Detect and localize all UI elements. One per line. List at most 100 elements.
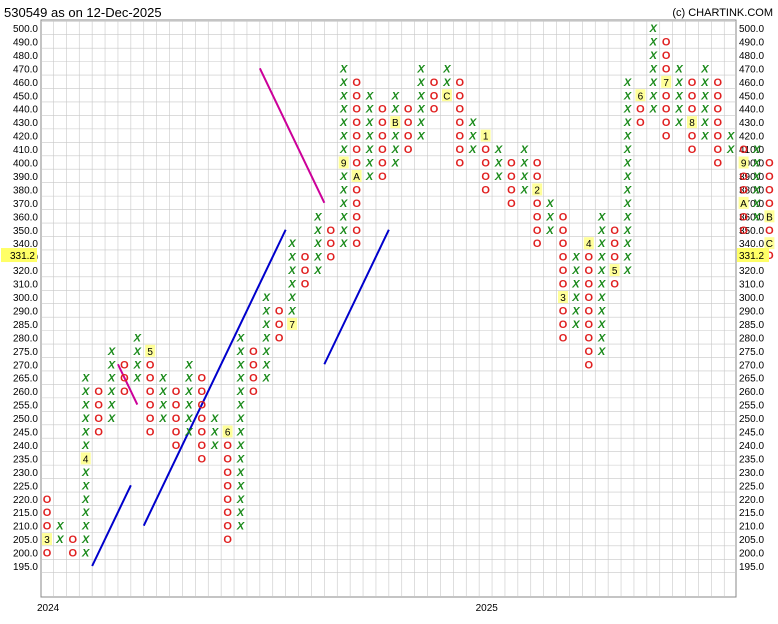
y-tick-label-left: 280.0 <box>13 333 38 344</box>
box-o: O <box>249 373 258 385</box>
box-x: X <box>339 77 348 89</box>
y-tick-label-right: 440.0 <box>739 105 764 116</box>
box-x: X <box>391 144 400 156</box>
month-marker-bg <box>764 210 775 223</box>
y-tick-label-right: 225.0 <box>739 481 764 492</box>
box-x: X <box>597 211 606 223</box>
box-o: O <box>275 305 284 317</box>
box-o: O <box>533 198 542 210</box>
box-o: O <box>714 131 723 143</box>
y-tick-label-left: 450.0 <box>13 91 38 102</box>
box-x: X <box>107 400 116 412</box>
box-x: X <box>81 548 90 560</box>
month-marker-bg <box>583 237 594 250</box>
y-tick-label-left: 460.0 <box>13 78 38 89</box>
box-x: X <box>623 117 632 129</box>
box-o: O <box>610 279 619 291</box>
box-o: O <box>714 77 723 89</box>
box-x: X <box>649 90 658 102</box>
box-x: X <box>571 279 580 291</box>
month-marker-bg <box>80 452 91 465</box>
box-x: X <box>623 77 632 89</box>
x-year-label: 2024 <box>37 603 60 614</box>
box-x: X <box>442 77 451 89</box>
box-o: O <box>559 238 568 250</box>
box-x: X <box>236 507 245 519</box>
month-marker: 3 <box>560 293 566 304</box>
month-marker-bg <box>532 183 543 196</box>
box-x: X <box>416 63 425 75</box>
box-x: X <box>184 400 193 412</box>
y-tick-label-left: 420.0 <box>13 132 38 143</box>
box-o: O <box>43 548 52 560</box>
box-o: O <box>172 400 181 412</box>
box-o: O <box>559 305 568 317</box>
y-tick-label-right: 280.0 <box>739 333 764 344</box>
box-o: O <box>765 184 774 196</box>
box-x: X <box>649 63 658 75</box>
box-o: O <box>585 305 594 317</box>
box-x: X <box>442 63 451 75</box>
box-o: O <box>146 386 155 398</box>
box-o: O <box>378 158 387 170</box>
box-x: X <box>236 480 245 492</box>
box-o: O <box>533 171 542 183</box>
y-tick-label-right: 275.0 <box>739 347 764 358</box>
box-o: O <box>198 413 207 425</box>
y-tick-label-right: 310.0 <box>739 280 764 291</box>
box-o: O <box>559 225 568 237</box>
box-x: X <box>726 131 735 143</box>
box-x: X <box>262 319 271 331</box>
box-o: O <box>378 104 387 116</box>
y-tick-label-right: 240.0 <box>739 441 764 452</box>
box-x: X <box>236 494 245 506</box>
box-o: O <box>352 144 361 156</box>
y-tick-label-right: 290.0 <box>739 306 764 317</box>
box-x: X <box>520 158 529 170</box>
box-x: X <box>236 346 245 358</box>
box-o: O <box>301 252 310 264</box>
y-tick-label-left: 225.0 <box>13 481 38 492</box>
box-x: X <box>700 131 709 143</box>
box-x: X <box>649 104 658 116</box>
box-o: O <box>430 77 439 89</box>
box-o: O <box>198 427 207 439</box>
box-o: O <box>585 346 594 358</box>
box-x: X <box>81 373 90 385</box>
trendline <box>142 229 287 527</box>
box-o: O <box>94 386 103 398</box>
month-marker: 5 <box>612 266 618 277</box>
box-o: O <box>352 104 361 116</box>
month-marker: B <box>766 212 773 223</box>
box-o: O <box>404 144 413 156</box>
box-o: O <box>198 373 207 385</box>
box-x: X <box>674 104 683 116</box>
box-x: X <box>365 158 374 170</box>
x-axis: 2024 2025 <box>37 603 498 614</box>
y-tick-label-left: 500.0 <box>13 24 38 35</box>
box-x: X <box>313 252 322 264</box>
box-o: O <box>430 104 439 116</box>
month-marker-bg <box>738 156 749 169</box>
box-o: O <box>404 104 413 116</box>
box-o: O <box>662 50 671 62</box>
box-x: X <box>339 225 348 237</box>
box-x: X <box>623 131 632 143</box>
box-o: O <box>714 117 723 129</box>
month-marker-bg <box>441 89 452 102</box>
box-o: O <box>223 480 232 492</box>
box-x: X <box>597 252 606 264</box>
box-x: X <box>391 104 400 116</box>
y-tick-label-right: 260.0 <box>739 387 764 398</box>
box-x: X <box>133 373 142 385</box>
y-tick-label-left: 285.0 <box>13 320 38 331</box>
box-x: X <box>416 77 425 89</box>
box-o: O <box>739 211 748 223</box>
box-x: X <box>339 184 348 196</box>
box-o: O <box>507 158 516 170</box>
month-marker-bg <box>480 129 491 142</box>
y-tick-label-right: 320.0 <box>739 266 764 277</box>
box-x: X <box>468 144 477 156</box>
month-marker-bg <box>222 425 233 438</box>
box-x: X <box>365 171 374 183</box>
